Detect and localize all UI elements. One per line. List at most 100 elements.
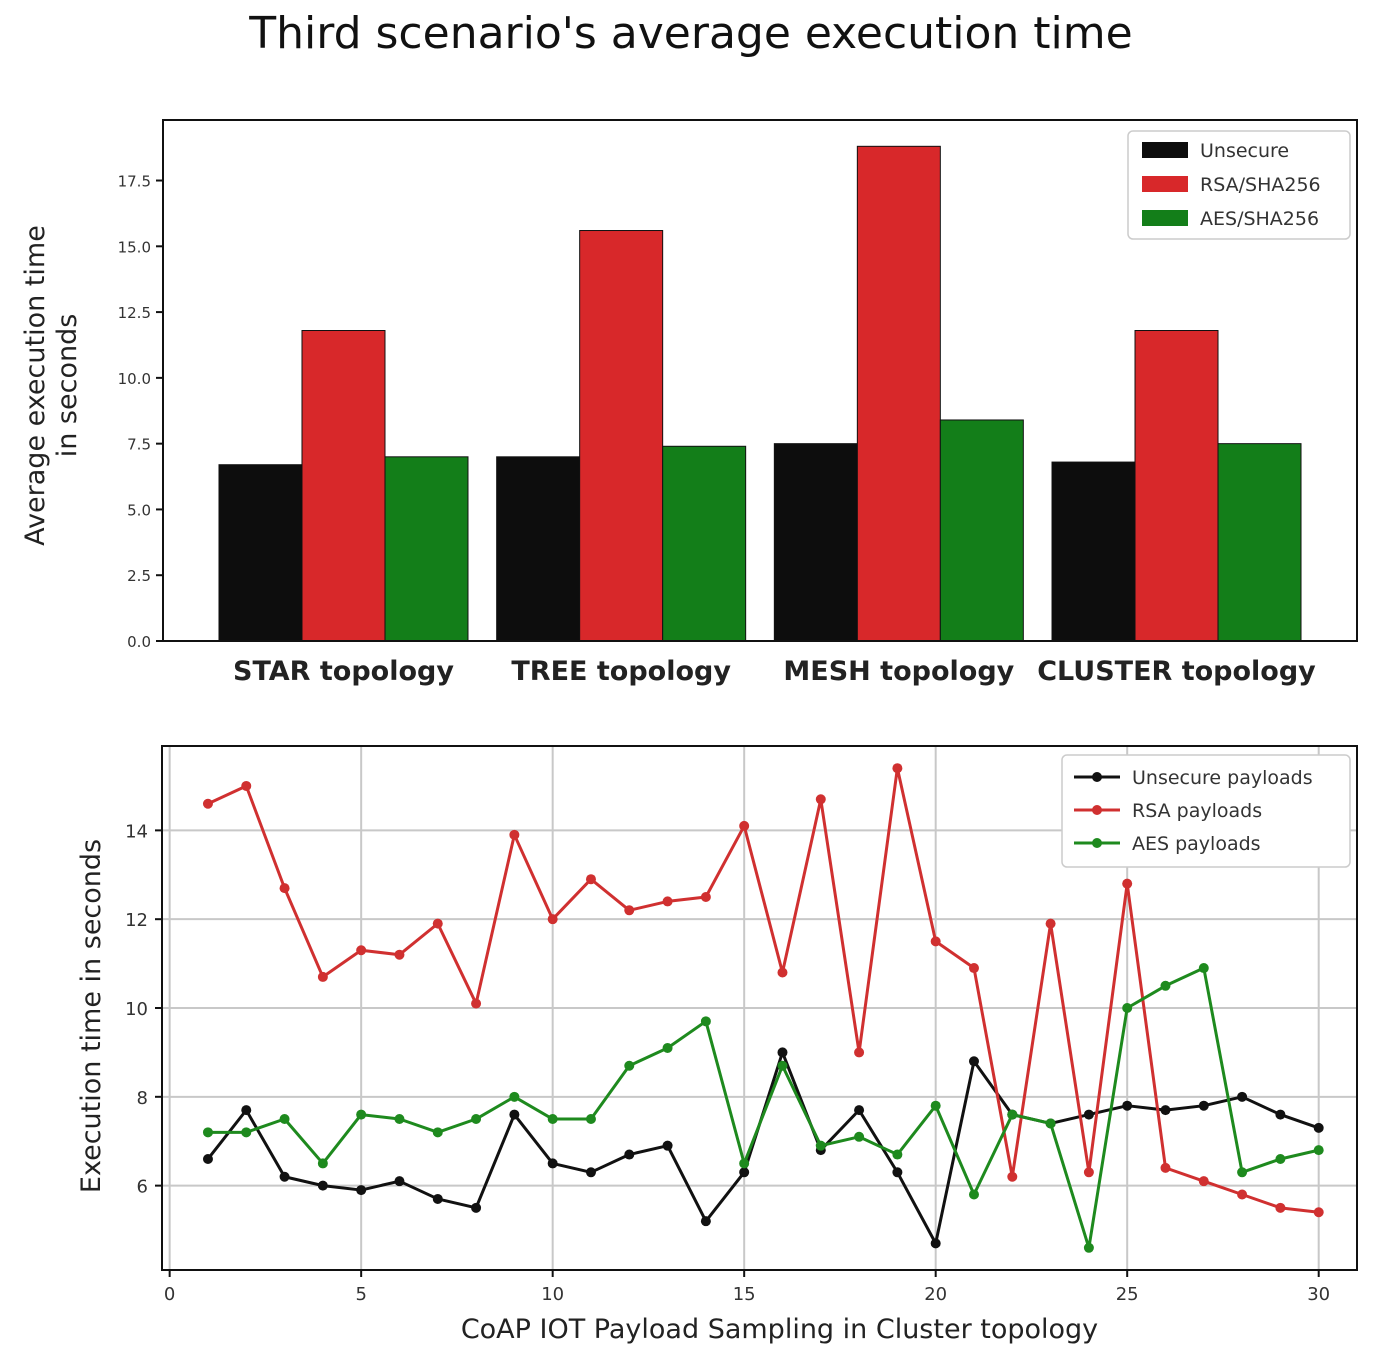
series-line-rsa-payloads xyxy=(207,766,1319,1214)
bar-rsa-sha256-star-topology xyxy=(301,330,386,642)
y-tick-label: 0.0 xyxy=(127,633,151,651)
data-point-rsa-payloads xyxy=(432,918,443,929)
data-point-unsecure-payloads xyxy=(1122,1100,1133,1111)
legend-swatch-rsa-sha256 xyxy=(1142,176,1188,192)
data-point-rsa-payloads xyxy=(624,905,635,916)
data-point-rsa-payloads xyxy=(471,998,482,1009)
data-point-unsecure-payloads xyxy=(394,1176,405,1187)
data-point-rsa-payloads xyxy=(815,794,826,805)
bar-aes-sha256-star-topology xyxy=(384,456,469,642)
y-tick-label: 6 xyxy=(137,1177,148,1198)
data-point-aes-payloads xyxy=(356,1109,367,1120)
data-point-unsecure-payloads xyxy=(968,1056,979,1067)
data-point-aes-payloads xyxy=(279,1114,290,1125)
data-point-rsa-payloads xyxy=(394,949,405,960)
bar-chart: STAR topology TREE topology MESH topology C… xyxy=(20,119,1358,687)
legend-swatch-unsecure xyxy=(1142,142,1188,158)
data-point-unsecure-payloads xyxy=(930,1238,941,1249)
legend-box xyxy=(1061,754,1351,868)
data-point-aes-payloads xyxy=(1007,1109,1018,1120)
data-point-rsa-payloads xyxy=(241,780,252,791)
data-point-unsecure-payloads xyxy=(624,1149,635,1160)
data-point-rsa-payloads xyxy=(930,936,941,947)
y-tick-label: 17.5 xyxy=(118,173,151,191)
bar-aes-sha256-mesh-topology xyxy=(939,419,1024,642)
data-point-unsecure-payloads xyxy=(892,1167,903,1178)
bar-unsecure-star-topology xyxy=(218,464,303,642)
data-point-unsecure-payloads xyxy=(547,1158,558,1169)
data-point-unsecure-payloads xyxy=(1198,1100,1209,1111)
data-point-rsa-payloads xyxy=(1083,1167,1094,1178)
y-axis-label: Average execution time xyxy=(20,225,51,546)
bar-unsecure-cluster-topology xyxy=(1051,461,1136,642)
y-tick-label: 10 xyxy=(125,999,148,1020)
data-point-unsecure-payloads xyxy=(585,1167,596,1178)
series-line-aes-payloads xyxy=(207,966,1320,1250)
x-tick-label: 0 xyxy=(164,1284,175,1305)
legend-marker-aes-payloads xyxy=(1092,838,1102,848)
data-point-aes-payloads xyxy=(777,1060,788,1071)
data-point-aes-payloads xyxy=(1313,1145,1324,1156)
data-point-rsa-payloads xyxy=(892,763,903,774)
y-tick-label: 15.0 xyxy=(118,238,151,256)
data-point-rsa-payloads xyxy=(356,945,367,956)
y-tick-label: 2.5 xyxy=(127,567,151,585)
data-point-unsecure-payloads xyxy=(1160,1105,1171,1116)
data-point-rsa-payloads xyxy=(968,963,979,974)
y-tick-label: 12 xyxy=(125,910,148,931)
data-point-aes-payloads xyxy=(471,1114,482,1125)
data-point-aes-payloads xyxy=(241,1127,252,1138)
data-point-aes-payloads xyxy=(700,1016,711,1027)
y-axis-label: Execution time in seconds xyxy=(76,839,107,1193)
series-unsecure-payloads xyxy=(202,1047,1324,1249)
y-tick-label: 10.0 xyxy=(118,370,151,388)
bar-aes-sha256-cluster-topology xyxy=(1217,443,1302,642)
y-tick-label: 8 xyxy=(137,1088,148,1109)
legend-marker-rsa-payloads xyxy=(1092,805,1102,815)
line-chart: 0 5 10 15 20 25 30 6 8 10 12 14 CoAP IOT Payload Sam… xyxy=(76,745,1358,1345)
figure-title: Third scenario's average execution time xyxy=(249,8,1133,59)
data-point-rsa-payloads xyxy=(585,874,596,885)
data-point-unsecure-payloads xyxy=(1313,1122,1324,1133)
data-point-unsecure-payloads xyxy=(1083,1109,1094,1120)
bar-unsecure-mesh-topology xyxy=(773,443,858,642)
data-point-aes-payloads xyxy=(930,1100,941,1111)
data-point-rsa-payloads xyxy=(700,891,711,902)
bar-plot-frame xyxy=(162,119,1358,642)
data-point-rsa-payloads xyxy=(279,883,290,894)
data-point-unsecure-payloads xyxy=(356,1185,367,1196)
data-point-aes-payloads xyxy=(968,1189,979,1200)
data-point-unsecure-payloads xyxy=(777,1047,788,1058)
data-point-rsa-payloads xyxy=(739,820,750,831)
data-point-aes-payloads xyxy=(1198,963,1209,974)
data-point-aes-payloads xyxy=(394,1114,405,1125)
bar-rsa-sha256-tree-topology xyxy=(579,230,664,642)
data-point-rsa-payloads xyxy=(854,1047,865,1058)
data-point-unsecure-payloads xyxy=(854,1105,865,1116)
data-point-unsecure-payloads xyxy=(700,1216,711,1227)
data-point-aes-payloads xyxy=(509,1091,520,1102)
x-axis-label: CoAP IOT Payload Sampling in Cluster top… xyxy=(461,1314,1098,1345)
data-point-rsa-payloads xyxy=(202,798,213,809)
x-tick-label: 25 xyxy=(1116,1284,1139,1305)
bar-rsa-sha256-mesh-topology xyxy=(856,145,941,642)
data-point-unsecure-payloads xyxy=(1275,1109,1286,1120)
data-point-aes-payloads xyxy=(739,1158,750,1169)
legend-label: AES payloads xyxy=(1132,833,1261,855)
data-point-aes-payloads xyxy=(1045,1118,1056,1129)
data-point-aes-payloads xyxy=(1275,1153,1286,1164)
data-point-unsecure-payloads xyxy=(279,1171,290,1182)
data-point-rsa-payloads xyxy=(662,896,673,907)
data-point-rsa-payloads xyxy=(547,914,558,925)
data-point-aes-payloads xyxy=(1122,1003,1133,1013)
data-point-rsa-payloads xyxy=(777,967,788,978)
x-tick-label: 15 xyxy=(733,1284,756,1305)
x-tick-label: CLUSTER topology xyxy=(1037,656,1316,687)
data-point-aes-payloads xyxy=(1237,1167,1248,1178)
data-point-aes-payloads xyxy=(317,1158,328,1169)
data-point-unsecure-payloads xyxy=(317,1180,328,1191)
data-point-aes-payloads xyxy=(432,1127,443,1138)
data-point-aes-payloads xyxy=(1160,980,1171,991)
